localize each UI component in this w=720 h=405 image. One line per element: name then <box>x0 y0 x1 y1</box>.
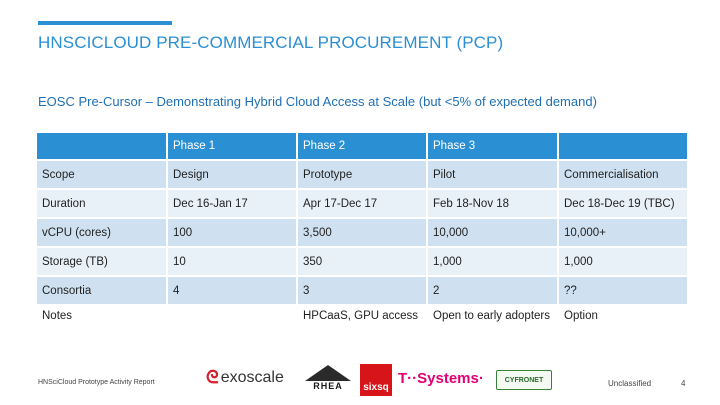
row-label: Scope <box>37 160 168 190</box>
table-cell: 10 <box>167 247 298 277</box>
sixsq-logo: sixsq <box>360 364 392 396</box>
header-cell-phase-2: Phase 2 <box>297 133 428 161</box>
footer-report-title: HNSciCloud Prototype Activity Report <box>38 379 155 386</box>
page-number: 4 <box>681 379 686 388</box>
header-cell-phase-3: Phase 3 <box>427 133 559 161</box>
header-cell-phase-1: Phase 1 <box>167 133 298 161</box>
table-cell: Option <box>558 305 689 352</box>
classification-label: Unclassified <box>608 379 652 388</box>
sixsq-wordmark: sixsq <box>363 382 389 393</box>
exoscale-logo: ᘓ exoscale <box>206 367 284 388</box>
table-cell: 1,000 <box>427 247 559 277</box>
rhea-logo: RHEA <box>305 365 351 395</box>
table-cell: 1,000 <box>558 247 689 277</box>
table-cell <box>167 305 298 352</box>
row-label: vCPU (cores) <box>37 218 168 248</box>
table-cell: 350 <box>297 247 428 277</box>
t-systems-wordmark: T··Systems· <box>398 370 484 387</box>
header-cell-empty <box>37 133 168 161</box>
row-label: Notes <box>37 305 168 352</box>
table-cell: 3 <box>297 276 428 306</box>
table-cell: Commercialisation <box>558 160 689 190</box>
table-row: Scope Design Prototype Pilot Commerciali… <box>37 160 689 190</box>
row-label: Consortia <box>37 276 168 306</box>
row-label: Duration <box>37 189 168 219</box>
table-cell: Dec 18-Dec 19 (TBC) <box>558 189 689 219</box>
table-cell: Open to early adopters <box>427 305 559 352</box>
t-systems-logo: T··Systems· <box>398 370 484 387</box>
table-cell: Prototype <box>297 160 428 190</box>
table-row: Consortia 4 3 2 ?? <box>37 276 689 306</box>
cyfronet-logo: CYFRONET <box>496 370 552 390</box>
exoscale-mark-icon: ᘓ <box>206 367 219 387</box>
table-cell: 10,000 <box>427 218 559 248</box>
exoscale-wordmark: exoscale <box>220 368 284 386</box>
page-title: HNSCICLOUD PRE-COMMERCIAL PROCUREMENT (P… <box>38 33 504 52</box>
table-cell: ?? <box>558 276 689 306</box>
table-cell: 10,000+ <box>558 218 689 248</box>
table-row: vCPU (cores) 100 3,500 10,000 10,000+ <box>37 218 689 248</box>
table-cell: Dec 16-Jan 17 <box>167 189 298 219</box>
cyfronet-wordmark: CYFRONET <box>504 376 544 384</box>
title-accent-bar <box>38 21 172 25</box>
page-subtitle: EOSC Pre-Cursor – Demonstrating Hybrid C… <box>38 94 597 109</box>
rhea-mountain-icon <box>305 365 351 381</box>
table-cell: 3,500 <box>297 218 428 248</box>
table-cell: 100 <box>167 218 298 248</box>
table-header-row: Phase 1 Phase 2 Phase 3 <box>37 133 689 161</box>
table-cell: HPCaaS, GPU access <box>297 305 428 352</box>
table-row: Storage (TB) 10 350 1,000 1,000 <box>37 247 689 277</box>
table-cell: Apr 17-Dec 17 <box>297 189 428 219</box>
table-cell: 2 <box>427 276 559 306</box>
phases-table: Phase 1 Phase 2 Phase 3 Scope Design Pro… <box>37 133 689 352</box>
table-cell: Pilot <box>427 160 559 190</box>
table-cell: 4 <box>167 276 298 306</box>
rhea-wordmark: RHEA <box>313 381 343 391</box>
table-cell: Feb 18-Nov 18 <box>427 189 559 219</box>
table-cell: Design <box>167 160 298 190</box>
table-row: Duration Dec 16-Jan 17 Apr 17-Dec 17 Feb… <box>37 189 689 219</box>
table-row-notes: Notes HPCaaS, GPU access Open to early a… <box>37 305 689 352</box>
header-cell-option <box>558 133 689 161</box>
row-label: Storage (TB) <box>37 247 168 277</box>
